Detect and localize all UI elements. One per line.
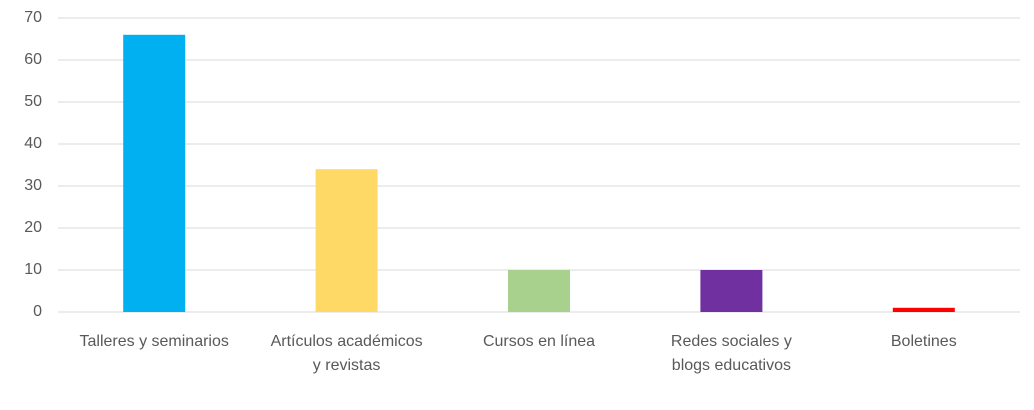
bar: [892, 307, 955, 312]
x-tick-label: Redes sociales y blogs educativos: [670, 333, 792, 374]
y-tick-label: 50: [24, 93, 42, 110]
y-tick-label: 40: [24, 135, 42, 152]
x-tick-label: Talleres y seminarios: [79, 333, 229, 350]
y-tick-label: 60: [24, 51, 42, 68]
bar: [700, 270, 763, 312]
x-tick-label: Boletines: [890, 333, 957, 350]
y-tick-label: 30: [24, 177, 42, 194]
y-tick-label: 20: [24, 219, 42, 236]
y-tick-label: 10: [24, 261, 42, 278]
y-tick-label: 0: [33, 303, 42, 320]
bar: [123, 34, 186, 313]
bar: [315, 169, 378, 312]
x-tick-label: Cursos en línea: [482, 333, 596, 350]
x-tick-label: Artículos académicos y revistas: [270, 333, 423, 374]
bar: [508, 270, 570, 312]
y-tick-label: 70: [24, 9, 42, 26]
